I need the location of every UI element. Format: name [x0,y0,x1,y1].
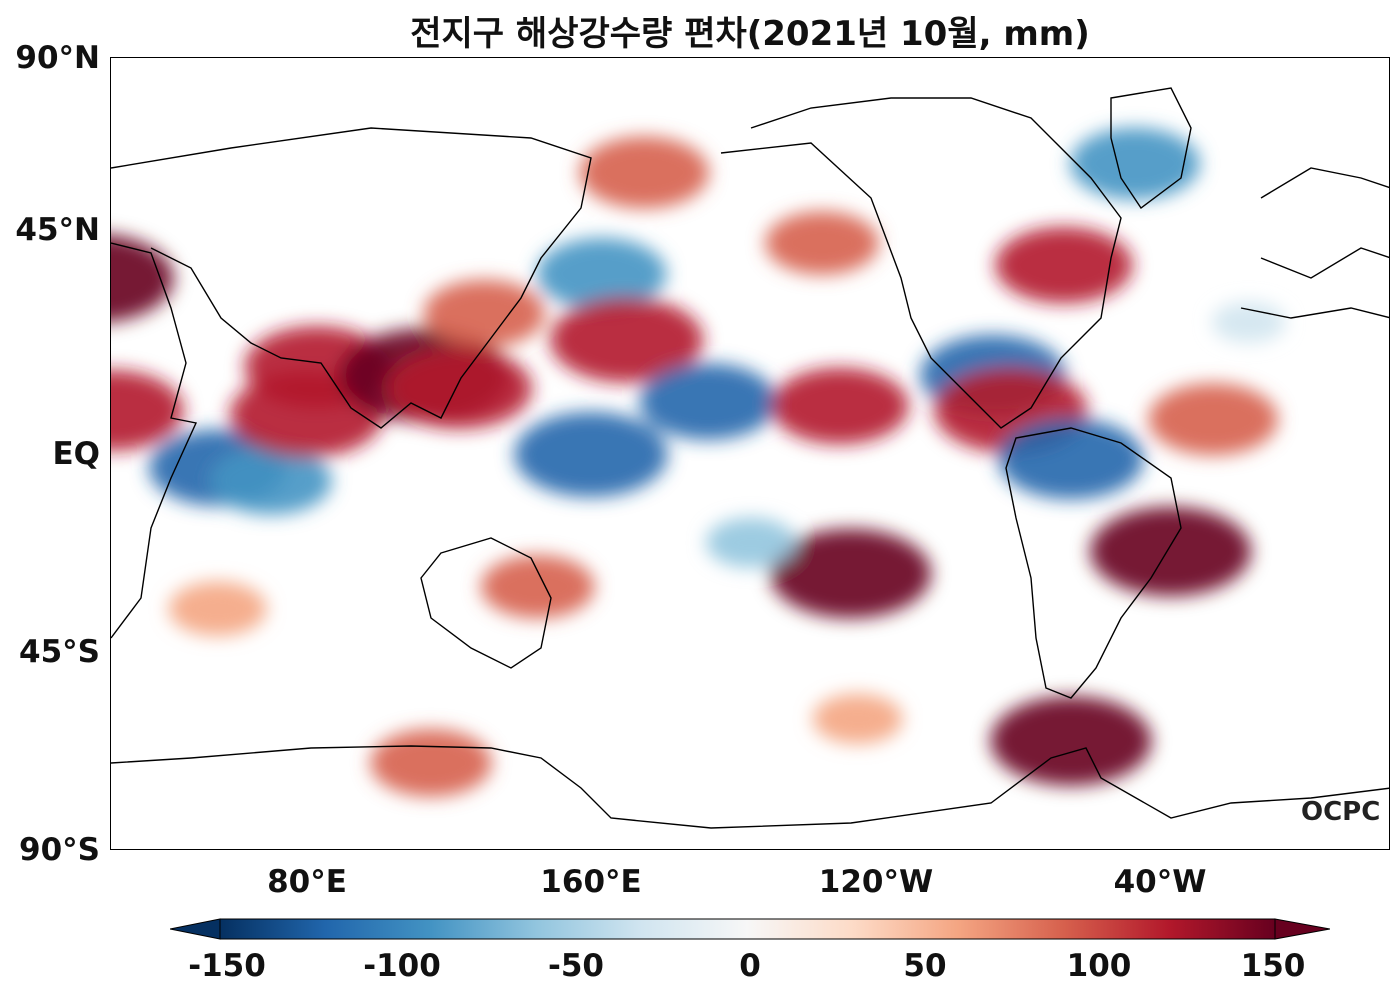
colorbar-low-extend [170,918,221,940]
coastline-south-america [1005,427,1182,699]
chart-title: 전지구 해상강수량 편차(2021년 10월, mm) [410,14,1090,54]
anomaly-cell [386,348,533,429]
coastline-europe [1240,167,1389,319]
colorbar-tick-label: -50 [547,948,605,984]
anomaly-cell [549,297,704,383]
colorbar-tick-label: 0 [739,948,761,984]
anomaly-cell [111,370,184,451]
colorbar-tick-label: -100 [363,948,441,984]
anomaly-cell [168,581,267,636]
coastline-north-america [720,97,1122,429]
anomaly-cell [771,367,909,445]
lat-tick-label: 90°S [19,832,100,868]
anomaly-cell [990,696,1152,786]
anomaly-cell [370,729,492,797]
lat-tick-label: 45°N [15,212,100,248]
lat-tick-label: EQ [52,436,100,472]
anomaly-cell [1070,127,1200,200]
anomaly-cell [111,234,174,322]
colorbar [170,918,1330,940]
anomaly-cell [514,411,668,498]
anomaly-cell [480,555,595,619]
lon-tick-label: 160°E [540,864,642,900]
anomaly-cell [639,363,778,440]
anomaly-cell [812,693,903,744]
anomaly-cell [1090,506,1252,597]
coastline-australia [420,537,552,669]
coastlines [111,87,1389,829]
coastline-africa [111,242,198,639]
map-panel: OCPC [110,57,1390,850]
ocpc-logo-text: OCPC [1301,797,1381,827]
anomaly-cell [706,517,796,568]
anomaly-cell [998,418,1144,500]
coastline-greenland [1110,87,1192,210]
colorbar-high-extend [1274,918,1330,940]
anomaly-cell [770,528,932,619]
coastline-asia [111,127,592,429]
colorbar-tick-label: 100 [1066,948,1132,984]
lon-tick-label: 120°W [818,864,934,900]
coastline-antarctica [111,745,1389,829]
anomaly-cell [536,237,667,310]
lat-tick-label: 45°S [19,634,100,670]
anomaly-cell [995,226,1133,304]
colorbar-tick-label: 50 [903,948,947,984]
colorbar-gradient [219,918,1276,940]
lon-tick-label: 40°W [1113,864,1207,900]
anomaly-cell [1211,301,1286,343]
anomaly-cell [765,211,879,275]
anomaly-cell [579,136,710,209]
anomaly-cell [423,279,546,348]
map-plot-area [111,87,1389,829]
colorbar-tick-label: 150 [1240,948,1306,984]
anomaly-cell [1148,383,1278,456]
lon-tick-label: 80°E [267,864,347,900]
colorbar-tick-label: -150 [188,948,266,984]
anomaly-cell [210,447,332,515]
anomaly-field [111,127,1286,797]
lat-tick-label: 90°N [15,40,100,76]
